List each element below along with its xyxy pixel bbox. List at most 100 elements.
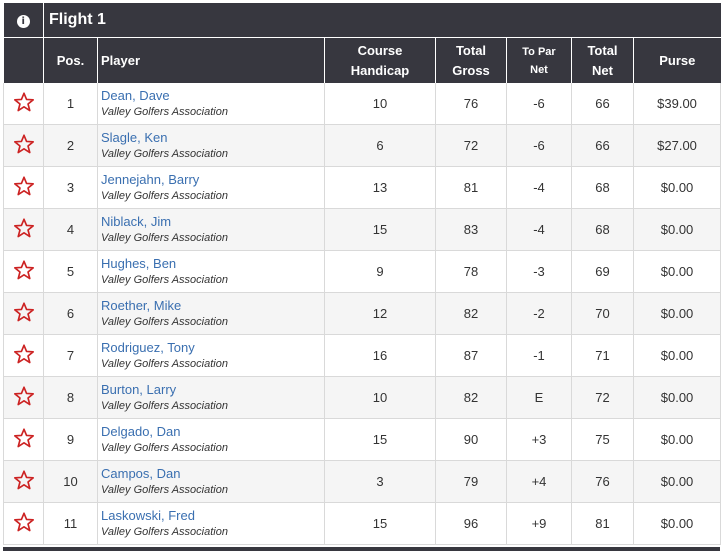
favorite-star-cell[interactable] <box>3 376 44 419</box>
total-net-header[interactable]: Total Net <box>571 37 634 83</box>
star-icon[interactable] <box>13 92 35 116</box>
player-name-link[interactable]: Rodriguez, Tony <box>101 339 195 355</box>
player-association: Valley Golfers Association <box>101 315 228 328</box>
star-icon[interactable] <box>13 134 35 158</box>
player-name-link[interactable]: Hughes, Ben <box>101 255 177 271</box>
star-icon[interactable] <box>13 260 35 284</box>
favorite-star-cell[interactable] <box>3 502 44 545</box>
total-net-cell: 68 <box>571 166 634 209</box>
total-gross-cell: 96 <box>435 502 507 545</box>
course-handicap-cell: 15 <box>324 418 436 461</box>
purse-cell: $0.00 <box>633 292 722 335</box>
total-net-cell: 70 <box>571 292 634 335</box>
player-cell: Hughes, Ben Valley Golfers Association <box>97 250 325 293</box>
total-gross-cell: 72 <box>435 124 507 167</box>
to-par-net-cell: -3 <box>506 250 572 293</box>
purse-cell: $0.00 <box>633 376 722 419</box>
total-gross-cell: 83 <box>435 208 507 251</box>
favorite-star-cell[interactable] <box>3 83 44 125</box>
favorite-star-cell[interactable] <box>3 460 44 503</box>
to-par-net-cell: +9 <box>506 502 572 545</box>
player-name-link[interactable]: Niblack, Jim <box>101 213 172 229</box>
course-handicap-cell: 10 <box>324 83 436 125</box>
player-association: Valley Golfers Association <box>101 147 228 160</box>
purse-cell: $0.00 <box>633 460 722 503</box>
player-name-link[interactable]: Laskowski, Fred <box>101 507 195 523</box>
star-icon[interactable] <box>13 176 35 200</box>
leaderboard-frame: i Flight 1 Pos. Player Course Handicap T… <box>3 3 722 551</box>
player-association: Valley Golfers Association <box>101 441 228 454</box>
pos-cell: 6 <box>43 292 98 335</box>
leaderboard-body: 1 Dean, Dave Valley Golfers Association 10 7… <box>3 83 722 545</box>
player-name-link[interactable]: Burton, Larry <box>101 381 177 397</box>
total-gross-cell: 90 <box>435 418 507 461</box>
table-row: 10 Campos, Dan Valley Golfers Association 3… <box>3 460 722 503</box>
player-name-link[interactable]: Roether, Mike <box>101 297 182 313</box>
total-gross-cell: 76 <box>435 83 507 125</box>
purse-cell: $0.00 <box>633 334 722 377</box>
favorite-star-cell[interactable] <box>3 166 44 209</box>
favorite-star-cell[interactable] <box>3 292 44 335</box>
info-icon[interactable]: i <box>16 15 30 28</box>
pos-header[interactable]: Pos. <box>43 37 98 83</box>
footer-bar <box>3 547 720 551</box>
total-gross-header[interactable]: Total Gross <box>435 37 507 83</box>
player-association: Valley Golfers Association <box>101 231 228 244</box>
star-icon[interactable] <box>13 428 35 452</box>
flight-title: Flight 1 <box>43 3 721 38</box>
star-icon[interactable] <box>13 386 35 410</box>
favorite-star-cell[interactable] <box>3 208 44 251</box>
to-par-net-header-line2: Net <box>530 63 548 76</box>
to-par-net-header[interactable]: To Par Net <box>506 37 572 83</box>
pos-cell: 5 <box>43 250 98 293</box>
course-handicap-cell: 3 <box>324 460 436 503</box>
course-handicap-cell: 6 <box>324 124 436 167</box>
table-row: 5 Hughes, Ben Valley Golfers Association 9 7… <box>3 250 722 293</box>
course-handicap-cell: 15 <box>324 502 436 545</box>
player-cell: Niblack, Jim Valley Golfers Association <box>97 208 325 251</box>
table-row: 11 Laskowski, Fred Valley Golfers Associat… <box>3 502 722 545</box>
player-name-link[interactable]: Dean, Dave <box>101 87 170 103</box>
to-par-net-cell: +3 <box>506 418 572 461</box>
player-cell: Laskowski, Fred Valley Golfers Associatio… <box>97 502 325 545</box>
to-par-net-cell: -4 <box>506 208 572 251</box>
course-handicap-header[interactable]: Course Handicap <box>324 37 436 83</box>
info-cell[interactable]: i <box>3 3 44 38</box>
favorite-star-cell[interactable] <box>3 334 44 377</box>
purse-header[interactable]: Purse <box>633 37 721 83</box>
player-association: Valley Golfers Association <box>101 189 228 202</box>
purse-cell: $0.00 <box>633 208 722 251</box>
player-name-link[interactable]: Delgado, Dan <box>101 423 181 439</box>
player-header[interactable]: Player <box>97 37 325 83</box>
star-icon[interactable] <box>13 344 35 368</box>
purse-cell: $0.00 <box>633 250 722 293</box>
star-icon[interactable] <box>13 302 35 326</box>
player-name-link[interactable]: Slagle, Ken <box>101 129 168 145</box>
player-name-link[interactable]: Jennejahn, Barry <box>101 171 200 187</box>
course-handicap-cell: 9 <box>324 250 436 293</box>
total-gross-cell: 78 <box>435 250 507 293</box>
table-row: 6 Roether, Mike Valley Golfers Association… <box>3 292 722 335</box>
pos-cell: 8 <box>43 376 98 419</box>
favorite-star-cell[interactable] <box>3 418 44 461</box>
leaderboard-table: i Flight 1 Pos. Player Course Handicap T… <box>3 3 722 545</box>
table-row: 1 Dean, Dave Valley Golfers Association 10 7… <box>3 83 722 125</box>
total-net-cell: 75 <box>571 418 634 461</box>
purse-cell: $0.00 <box>633 502 722 545</box>
total-gross-cell: 79 <box>435 460 507 503</box>
star-icon[interactable] <box>13 470 35 494</box>
to-par-net-cell: +4 <box>506 460 572 503</box>
star-icon[interactable] <box>13 512 35 536</box>
player-cell: Dean, Dave Valley Golfers Association <box>97 83 325 125</box>
player-name-link[interactable]: Campos, Dan <box>101 465 181 481</box>
to-par-net-cell: -4 <box>506 166 572 209</box>
course-handicap-cell: 16 <box>324 334 436 377</box>
star-icon[interactable] <box>13 218 35 242</box>
total-net-cell: 71 <box>571 334 634 377</box>
pos-cell: 3 <box>43 166 98 209</box>
total-net-cell: 68 <box>571 208 634 251</box>
favorite-star-cell[interactable] <box>3 124 44 167</box>
course-handicap-cell: 12 <box>324 292 436 335</box>
favorite-star-cell[interactable] <box>3 250 44 293</box>
purse-cell: $39.00 <box>633 83 722 125</box>
